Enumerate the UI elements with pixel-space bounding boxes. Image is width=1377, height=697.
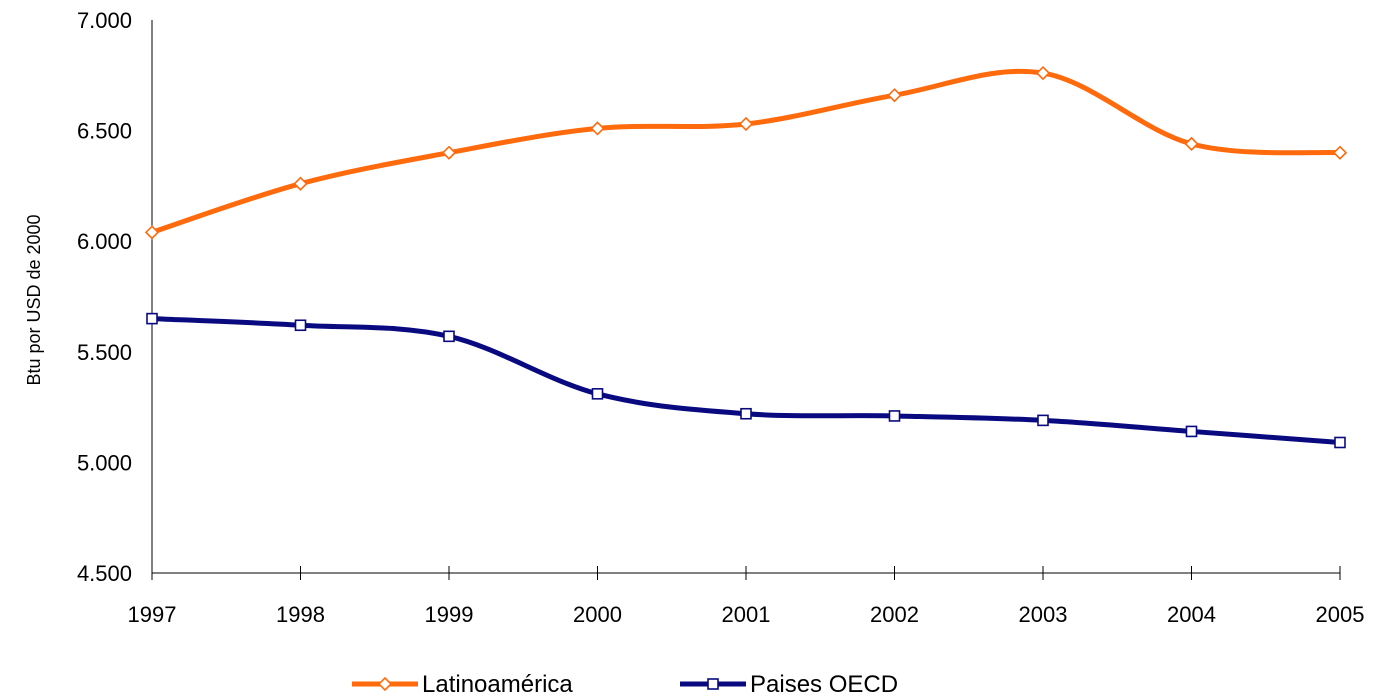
data-point (1035, 65, 1051, 81)
data-point (294, 319, 307, 332)
data-point (888, 410, 901, 422)
y-tick-label: 5.000 (77, 450, 132, 475)
x-tick-label: 1997 (128, 602, 177, 627)
data-point (443, 330, 455, 343)
data-point (1037, 414, 1049, 427)
data-point (1185, 425, 1198, 438)
y-axis-label: Btu por USD de 2000 (24, 214, 44, 385)
x-tick-label: 1998 (276, 602, 325, 627)
x-axis: 1997 1998 1999 2000 2001 2002 2003 2004 2005 (128, 566, 1365, 627)
data-point (887, 88, 902, 103)
x-tick-marks: 1997 1998 1999 2000 2001 2002 2003 2004 2005 (128, 566, 1365, 627)
data-point (293, 176, 308, 191)
legend-item: Paises OECD (680, 671, 898, 697)
data-point (1184, 136, 1199, 152)
data-point (1334, 436, 1346, 449)
x-tick-label: 2000 (573, 602, 622, 627)
y-tick-label: 6.500 (77, 119, 132, 144)
y-tick-labels: 4.500 5.000 5.500 6.000 6.500 7.000 (77, 8, 132, 586)
data-point (146, 312, 158, 325)
x-tick-label: 1999 (425, 602, 474, 627)
data-point (144, 225, 160, 240)
series-1 (144, 65, 1348, 240)
legend-marker (707, 678, 719, 690)
y-axis: 4.500 5.000 5.500 6.000 6.500 7.000 Btu por U… (24, 8, 153, 586)
data-point (591, 388, 604, 400)
x-tick-label: 2003 (1019, 602, 1068, 627)
series-2 (146, 312, 1346, 449)
data-point (1332, 145, 1348, 160)
series-line (149, 316, 1343, 445)
y-tick-label: 4.500 (77, 561, 132, 586)
legend-label: Paises OECD (750, 671, 898, 697)
y-tick-label: 6.000 (77, 229, 132, 254)
y-tick-label: 5.500 (77, 340, 132, 365)
y-tick-label: 7.000 (77, 8, 132, 33)
data-point (441, 145, 457, 160)
legend: Latinoamérica Paises OECD (352, 671, 898, 697)
x-tick-label: 2001 (722, 602, 771, 627)
x-tick-label: 2005 (1316, 602, 1365, 627)
legend-label: Latinoamérica (422, 671, 573, 697)
legend-marker (377, 676, 393, 692)
series-line (149, 68, 1343, 235)
data-point (740, 407, 752, 420)
series-group (144, 65, 1348, 449)
data-point (738, 116, 754, 132)
legend-item: Latinoamérica (352, 671, 573, 697)
x-tick-label: 2004 (1167, 602, 1216, 627)
data-point (590, 121, 605, 136)
x-tick-label: 2002 (870, 602, 919, 627)
